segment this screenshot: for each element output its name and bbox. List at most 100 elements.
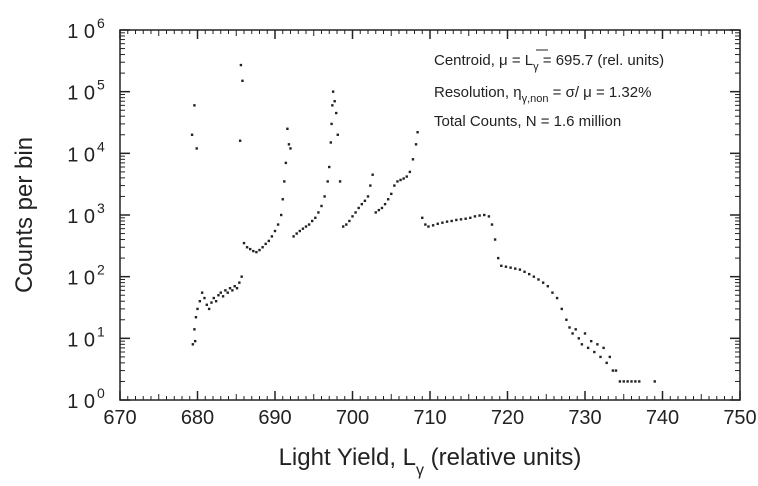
data-point [320, 204, 323, 208]
data-point [261, 246, 264, 249]
x-axis-title-suffix: (relative units) [424, 444, 581, 471]
data-point [528, 272, 531, 276]
data-point [241, 79, 244, 83]
data-point [330, 122, 333, 126]
data-point [626, 380, 629, 383]
data-point [450, 219, 453, 223]
data-point [611, 369, 615, 372]
data-point [284, 161, 288, 165]
data-point [416, 131, 419, 134]
y-tick-label: 1 0 [67, 83, 95, 105]
data-point [203, 296, 206, 300]
data-point [487, 215, 491, 218]
data-point [270, 235, 274, 238]
data-point [304, 225, 308, 228]
data-point [190, 133, 194, 136]
data-point [360, 202, 363, 206]
data-point [238, 281, 241, 284]
data-point [459, 218, 463, 221]
y-tick-exponent: 6 [97, 15, 105, 31]
data-point [212, 296, 215, 300]
data-point [252, 249, 255, 253]
data-point [207, 307, 211, 311]
data-point [281, 198, 284, 201]
y-tick-exponent: 2 [97, 262, 105, 278]
data-point [239, 63, 243, 67]
data-point [264, 242, 267, 246]
data-point [298, 229, 301, 233]
data-point [317, 211, 320, 214]
x-tick-label: 730 [568, 407, 601, 429]
y-tick-label: 1 0 [67, 329, 95, 351]
data-point [593, 350, 596, 354]
x-axis: 670 680 690 700 710 720 730 740 750 [103, 30, 757, 429]
data-point [608, 355, 611, 359]
data-point [363, 199, 367, 202]
data-point [311, 219, 314, 223]
data-point [605, 361, 608, 365]
data-points [190, 63, 656, 383]
data-point [586, 346, 590, 350]
y-tick-label: 1 0 [67, 391, 95, 413]
data-point [195, 147, 198, 150]
data-point [596, 343, 599, 346]
y-tick-base: 1 0 [67, 329, 95, 351]
y-tick-base: 1 0 [67, 144, 95, 166]
data-point [245, 246, 249, 249]
x-axis-title: Light Yield, Lγ (relative units) [279, 444, 582, 479]
data-point [323, 195, 326, 198]
data-point [226, 291, 229, 294]
data-point [331, 90, 335, 93]
y-tick-base: 1 0 [67, 206, 95, 228]
data-point [518, 268, 522, 271]
y-tick-base: 1 0 [67, 391, 95, 413]
data-point [399, 178, 402, 182]
data-point [198, 300, 202, 303]
data-point [205, 303, 208, 306]
data-point [377, 208, 381, 212]
data-point [267, 239, 270, 243]
data-point [574, 328, 577, 331]
data-point [464, 217, 467, 220]
data-point [411, 158, 415, 161]
data-point [200, 291, 204, 294]
y-tick-base: 1 0 [67, 83, 95, 105]
data-point [217, 294, 220, 297]
data-point [255, 250, 258, 254]
data-point [386, 198, 390, 201]
data-point [357, 206, 360, 210]
y-tick-exponent: 1 [97, 323, 105, 339]
data-point [560, 307, 563, 311]
data-point [301, 227, 305, 230]
data-point [634, 380, 637, 383]
data-point [414, 143, 418, 146]
data-point [532, 275, 536, 278]
data-point [371, 173, 374, 176]
data-point [214, 300, 218, 303]
data-point [630, 380, 633, 383]
data-point [286, 127, 289, 130]
annotation-centroid-subscript: γ [533, 61, 539, 73]
data-point [329, 141, 332, 144]
data-point [523, 270, 526, 273]
y-tick-exponent: 5 [97, 77, 105, 93]
data-point [537, 278, 540, 281]
data-point [280, 213, 283, 217]
data-point [405, 175, 408, 178]
data-point [555, 296, 559, 300]
data-point [351, 215, 354, 218]
data-point [328, 165, 331, 169]
data-point [235, 287, 239, 290]
data-point [249, 247, 252, 251]
y-axis-title: Counts per bin [11, 137, 38, 293]
data-point [602, 346, 605, 350]
x-tick-label: 710 [413, 407, 446, 429]
data-point [390, 192, 393, 196]
data-point [369, 184, 372, 187]
data-point [348, 219, 351, 223]
y-tick-exponent: 3 [97, 200, 105, 216]
y-tick-base: 1 0 [67, 268, 95, 290]
data-point [580, 343, 584, 346]
x-tick-label: 750 [723, 407, 756, 429]
